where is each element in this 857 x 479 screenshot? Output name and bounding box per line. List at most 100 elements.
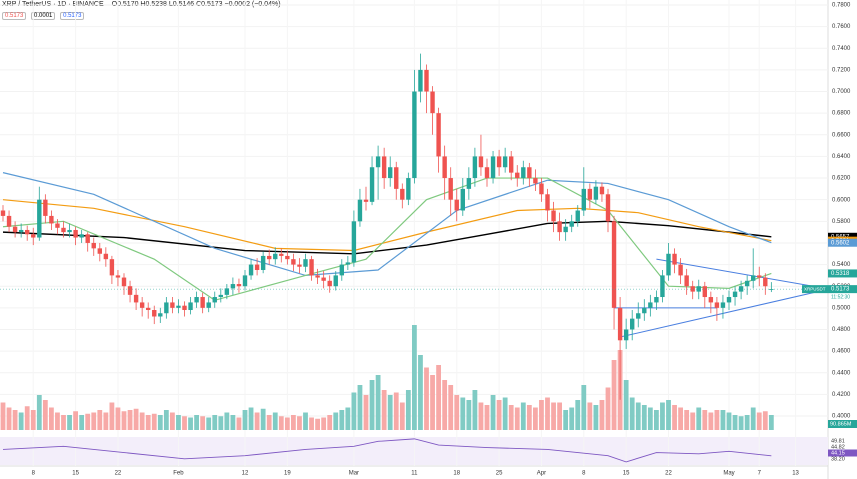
- volume-bar: [442, 380, 448, 430]
- candle-body: [43, 199, 48, 216]
- volume-bar: [109, 402, 115, 430]
- x-tick-label: May: [723, 471, 734, 477]
- volume-bar: [539, 400, 544, 430]
- volume-bar: [726, 412, 732, 430]
- candle-body: [436, 113, 441, 157]
- candle-body: [557, 221, 562, 233]
- candle-body: [260, 255, 266, 270]
- candle-body: [230, 284, 236, 289]
- sell-button[interactable]: 0.5173: [2, 12, 27, 20]
- candle-body: [726, 297, 732, 303]
- candle-body: [212, 297, 217, 303]
- volume-bar: [708, 412, 714, 430]
- candle-body: [351, 221, 357, 263]
- volume-bar: [49, 407, 54, 430]
- candle-body: [617, 307, 623, 341]
- volume-bar: [212, 415, 218, 430]
- moving-average: [2, 177, 772, 301]
- candle-body: [200, 297, 205, 308]
- candle-body: [267, 255, 272, 260]
- volume-bar: [605, 387, 611, 430]
- buy-button[interactable]: 0.5173: [60, 12, 85, 20]
- volume-bar: [484, 405, 490, 430]
- volume-bar: [660, 402, 665, 430]
- volume-bar: [291, 415, 296, 430]
- volume-bar: [690, 412, 696, 430]
- candle-body: [521, 167, 526, 179]
- candle-body: [454, 199, 459, 211]
- candle-body: [484, 167, 490, 179]
- candle-body: [97, 248, 102, 254]
- candle-body: [388, 167, 393, 179]
- candle-body: [37, 199, 42, 238]
- candle-body: [31, 234, 36, 238]
- volume-bar: [145, 415, 151, 430]
- candle-body: [448, 178, 453, 200]
- candle-body: [297, 264, 302, 267]
- candle-body: [109, 259, 115, 276]
- x-tick-label: 22: [665, 471, 672, 477]
- volume-bar: [157, 415, 163, 430]
- volume-bar: [339, 410, 345, 430]
- candle-body: [660, 275, 665, 298]
- volume-bar: [6, 407, 12, 430]
- volume-bar: [412, 325, 417, 430]
- volume-bar: [345, 407, 351, 430]
- candle-body: [327, 280, 332, 287]
- candle-body: [630, 318, 635, 330]
- volume-bar: [466, 400, 472, 430]
- y-tick-label: 0.7400: [832, 46, 851, 52]
- y-tick-label: 0.6400: [832, 154, 851, 160]
- volume-bar: [738, 416, 744, 430]
- candle-body: [490, 156, 496, 179]
- volume-bar: [418, 355, 423, 430]
- candle-body: [242, 275, 248, 287]
- volume-bar: [115, 407, 121, 430]
- volume-bar: [315, 418, 320, 430]
- spread: 0.0001: [31, 12, 56, 20]
- volume-bar: [176, 415, 181, 430]
- candle-body: [146, 307, 151, 311]
- rsi-label-bg: [828, 449, 857, 457]
- candle-body: [406, 178, 411, 200]
- candle-body: [236, 284, 242, 287]
- volume-bar: [460, 397, 466, 430]
- volume-bar: [472, 390, 478, 430]
- candle-body: [442, 156, 447, 179]
- candle-body: [418, 69, 423, 92]
- volume-bar: [448, 385, 454, 430]
- rsi-label: 49.81: [831, 438, 845, 444]
- volume-bar: [611, 360, 617, 430]
- volume-bar: [333, 412, 339, 430]
- volume-bar: [42, 400, 48, 430]
- x-tick-label: 25: [496, 471, 503, 477]
- candle-body: [176, 305, 181, 308]
- candle-body: [708, 297, 714, 303]
- moving-average: [2, 220, 772, 255]
- y-tick-label: 0.6800: [832, 111, 851, 117]
- candle-body: [369, 167, 375, 202]
- y-tick-label: 0.6600: [832, 132, 851, 138]
- candle-body: [551, 210, 556, 222]
- volume-bar: [309, 417, 314, 430]
- volume-bar: [188, 417, 193, 430]
- candle-body: [757, 275, 762, 278]
- candle-body: [55, 223, 60, 228]
- candle-body: [599, 186, 605, 195]
- candle-body: [85, 234, 90, 243]
- candle-body: [636, 313, 641, 319]
- candle-body: [127, 286, 133, 295]
- candle-body: [751, 275, 756, 281]
- volume-bar: [635, 402, 641, 430]
- y-tick-label: 0.6200: [832, 176, 851, 182]
- volume-bar: [224, 412, 230, 430]
- candle-body: [581, 188, 586, 211]
- volume-bar: [363, 395, 369, 430]
- candle-body: [502, 156, 508, 168]
- volume-bar: [756, 412, 762, 430]
- volume-bar: [218, 416, 224, 430]
- candle-body: [67, 229, 72, 233]
- volume-bar: [73, 411, 78, 430]
- x-tick-label: Mar: [349, 471, 359, 477]
